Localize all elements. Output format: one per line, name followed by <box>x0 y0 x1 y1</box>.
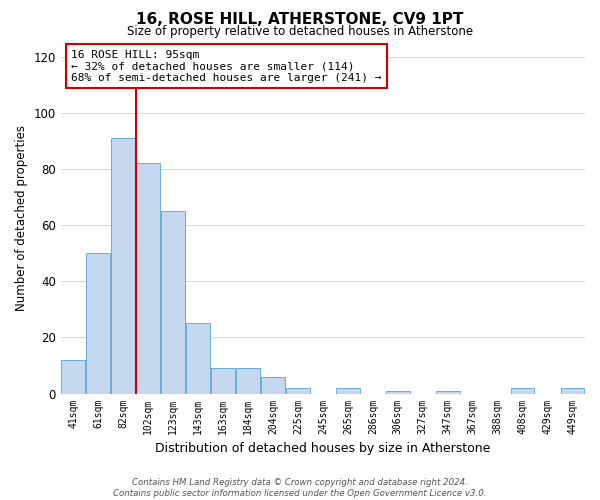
Bar <box>61 360 85 394</box>
Bar <box>261 376 285 394</box>
Bar <box>211 368 235 394</box>
Bar <box>286 388 310 394</box>
Bar <box>386 390 410 394</box>
Bar <box>86 253 110 394</box>
Bar <box>436 390 460 394</box>
Bar <box>136 164 160 394</box>
Bar <box>186 324 210 394</box>
Bar <box>336 388 360 394</box>
Bar <box>112 138 135 394</box>
Text: 16, ROSE HILL, ATHERSTONE, CV9 1PT: 16, ROSE HILL, ATHERSTONE, CV9 1PT <box>136 12 464 28</box>
X-axis label: Distribution of detached houses by size in Atherstone: Distribution of detached houses by size … <box>155 442 491 455</box>
Bar <box>511 388 535 394</box>
Text: Size of property relative to detached houses in Atherstone: Size of property relative to detached ho… <box>127 25 473 38</box>
Bar <box>560 388 584 394</box>
Bar <box>236 368 260 394</box>
Y-axis label: Number of detached properties: Number of detached properties <box>15 125 28 311</box>
Text: 16 ROSE HILL: 95sqm
← 32% of detached houses are smaller (114)
68% of semi-detac: 16 ROSE HILL: 95sqm ← 32% of detached ho… <box>71 50 382 82</box>
Text: Contains HM Land Registry data © Crown copyright and database right 2024.
Contai: Contains HM Land Registry data © Crown c… <box>113 478 487 498</box>
Bar <box>161 211 185 394</box>
